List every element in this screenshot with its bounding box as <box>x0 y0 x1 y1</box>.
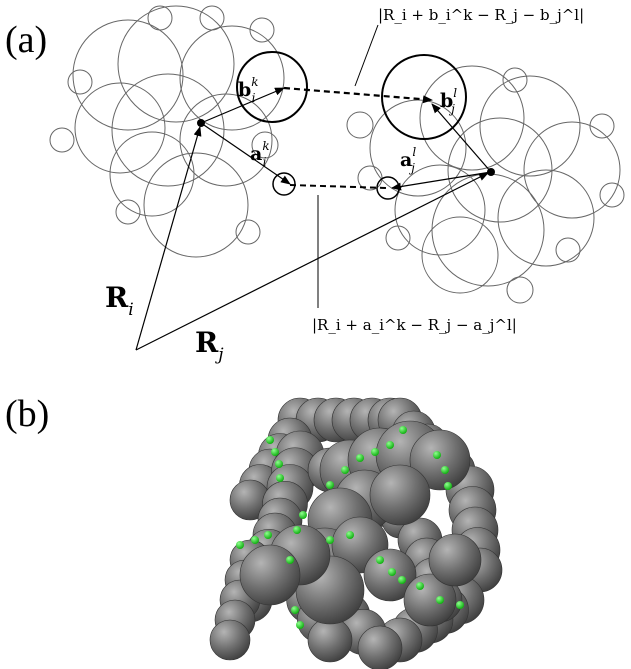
panel-b-label: (b) <box>5 393 49 435</box>
right-particle-circles <box>346 65 625 304</box>
interaction-patch <box>286 556 294 564</box>
vector-b-j-arrow <box>431 103 492 173</box>
capsid-render <box>209 397 503 669</box>
interaction-patch <box>264 531 272 539</box>
interaction-patch <box>271 448 279 456</box>
interaction-patch <box>433 451 441 459</box>
interaction-patch <box>399 426 407 434</box>
separation-a-dashed <box>289 184 387 189</box>
interaction-patch <box>441 466 449 474</box>
sphere-bead <box>357 625 403 669</box>
interaction-patch <box>376 556 384 564</box>
label-R-i: Ri <box>105 281 134 320</box>
label-b-j: bl j <box>440 86 457 116</box>
site-b-i-circle <box>236 51 308 123</box>
interaction-patch <box>299 511 307 519</box>
site-a-i-circle <box>272 172 296 196</box>
interaction-patch <box>326 481 334 489</box>
interaction-patch <box>356 454 364 462</box>
interaction-patch <box>371 448 379 456</box>
interaction-patch <box>346 531 354 539</box>
vector-a-i-arrow <box>200 122 291 185</box>
interaction-patch <box>444 482 452 490</box>
interaction-patch <box>386 441 394 449</box>
sphere-bead <box>209 619 251 661</box>
interaction-patch <box>251 536 259 544</box>
vector-b-i-arrow <box>200 87 285 124</box>
interaction-patch <box>388 568 396 576</box>
sphere-bead <box>428 533 482 587</box>
leader-line-top <box>354 24 379 87</box>
separation-b-dashed <box>283 86 433 104</box>
vector-a-j-arrow <box>391 171 492 191</box>
interaction-patch <box>266 436 274 444</box>
interaction-patch <box>416 582 424 590</box>
equation-top: |R_i + b_i^k − R_j − b_j^l| <box>378 6 584 24</box>
interaction-patch <box>291 606 299 614</box>
sphere-bead <box>409 429 471 491</box>
interaction-patch <box>236 541 244 549</box>
label-R-j: Rj <box>195 326 224 365</box>
sphere-bead <box>239 544 301 606</box>
label-a-j: al j <box>400 145 416 175</box>
interaction-patch <box>398 576 406 584</box>
vector-R-i-arrow <box>135 126 202 351</box>
label-a-i: ak i <box>250 139 270 169</box>
left-particle-circles <box>49 5 285 258</box>
panel-a-label: (a) <box>5 19 47 61</box>
vector-R-j-arrow <box>135 172 489 351</box>
interaction-patch <box>436 596 444 604</box>
label-b-i: bk i <box>238 75 259 105</box>
interaction-patch <box>326 536 334 544</box>
equation-bottom: |R_i + a_i^k − R_j − a_j^l| <box>312 316 517 334</box>
interaction-patch <box>276 474 284 482</box>
site-b-j-circle <box>381 54 467 140</box>
interaction-patch <box>296 621 304 629</box>
interaction-patch <box>275 460 283 468</box>
sphere-bead <box>369 464 431 526</box>
interaction-patch <box>456 601 464 609</box>
sphere-bead <box>307 617 353 663</box>
interaction-patch <box>341 466 349 474</box>
interaction-patch <box>293 526 301 534</box>
